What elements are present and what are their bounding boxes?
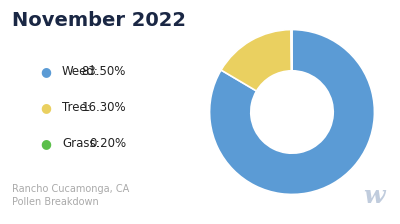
Text: 83.50%: 83.50% — [82, 65, 126, 78]
Text: Grass:: Grass: — [62, 137, 100, 150]
Text: 0.20%: 0.20% — [89, 137, 126, 150]
Text: November 2022: November 2022 — [12, 11, 186, 30]
Wedge shape — [210, 30, 374, 194]
Text: 16.30%: 16.30% — [81, 101, 126, 114]
Text: w: w — [363, 184, 385, 208]
Wedge shape — [291, 30, 292, 71]
Wedge shape — [221, 30, 292, 91]
Text: Tree:: Tree: — [62, 101, 91, 114]
Text: ●: ● — [40, 65, 51, 78]
Text: ●: ● — [40, 101, 51, 114]
Text: Weed:: Weed: — [62, 65, 99, 78]
Text: Rancho Cucamonga, CA
Pollen Breakdown: Rancho Cucamonga, CA Pollen Breakdown — [12, 184, 129, 207]
Text: ●: ● — [40, 137, 51, 150]
